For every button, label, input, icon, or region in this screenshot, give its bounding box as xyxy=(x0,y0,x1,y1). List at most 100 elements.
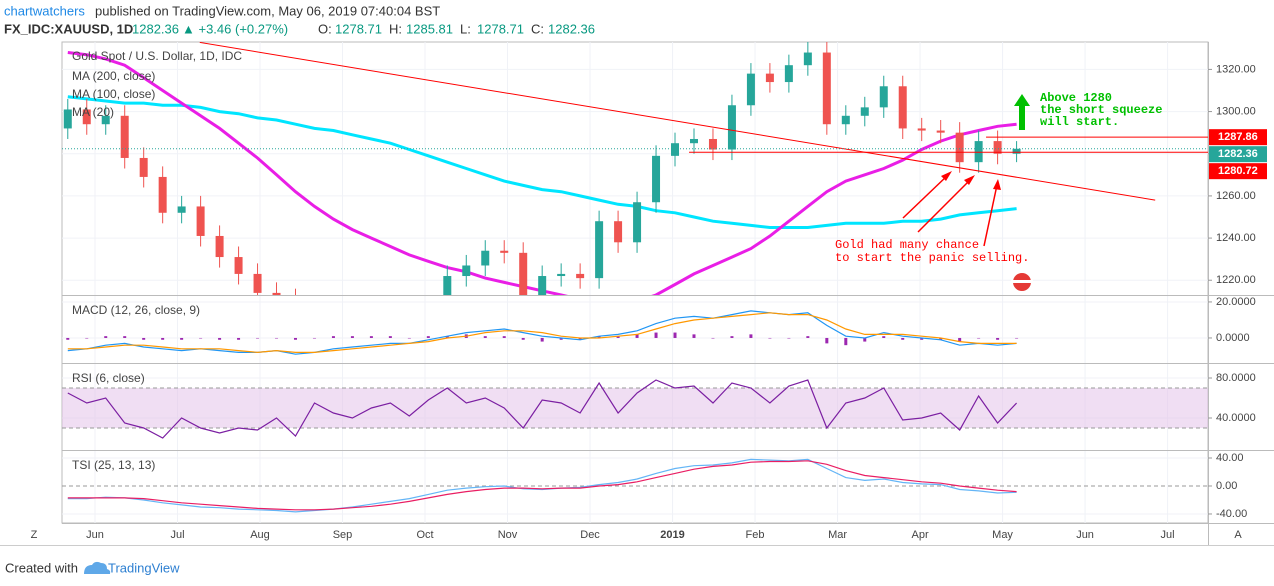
red-arrow-head xyxy=(993,179,1001,190)
price-tag xyxy=(1209,129,1267,146)
histogram-bar xyxy=(920,337,924,340)
symbol: FX_IDC:XAUUSD, 1D xyxy=(4,21,133,36)
histogram-bar xyxy=(882,336,886,338)
pane-3 xyxy=(67,458,1017,513)
candle-body xyxy=(443,276,452,295)
histogram-bar xyxy=(331,336,335,338)
red-arrow xyxy=(902,174,949,219)
histogram-bar xyxy=(521,337,525,340)
histogram-bar xyxy=(1015,337,1019,339)
corner-left[interactable]: Z xyxy=(31,529,38,541)
indicator-line xyxy=(67,312,1017,354)
red-arrow xyxy=(917,178,972,233)
candle-body xyxy=(936,130,945,133)
ohlc-value: 1282.36 xyxy=(548,21,595,36)
indicator-line xyxy=(67,379,1018,439)
histogram-bar xyxy=(635,334,639,338)
indicator-line xyxy=(67,460,1017,511)
x-tick-label: Jun xyxy=(86,529,104,541)
red-arrow-head xyxy=(964,175,975,185)
y-tick-label: 1220.00 xyxy=(1216,274,1256,286)
marks xyxy=(62,42,1208,513)
histogram-bar xyxy=(218,337,222,340)
candle-body xyxy=(708,138,717,150)
x-tick-label: Apr xyxy=(911,529,928,541)
price-tag-label: 1280.72 xyxy=(1218,165,1258,177)
candle-body xyxy=(784,65,793,83)
brand-icon xyxy=(84,561,111,574)
labels: Jun Jul Aug Sep Oct Nov Dec 2019 Feb Mar Apr May Jun… xyxy=(72,49,1267,541)
candle-body xyxy=(879,86,888,108)
candle-body xyxy=(253,273,262,293)
candle-body xyxy=(917,128,926,131)
x-tick-label: Nov xyxy=(498,529,518,541)
histogram-bar xyxy=(312,337,316,339)
red-arrow-head xyxy=(941,171,952,181)
candle-body xyxy=(82,109,91,125)
histogram-bar xyxy=(445,336,449,338)
histogram-bar xyxy=(369,336,373,338)
y-tick-label: 1260.00 xyxy=(1216,190,1256,202)
moving-average xyxy=(67,95,1017,229)
histogram-bar xyxy=(616,336,620,338)
histogram-bar xyxy=(692,334,696,338)
candle-body xyxy=(633,202,642,243)
histogram-bar xyxy=(237,337,241,340)
candle-body xyxy=(196,206,205,236)
histogram-bar xyxy=(66,337,70,340)
histogram-bar xyxy=(275,337,279,339)
candle-body xyxy=(727,105,736,150)
histogram-bar xyxy=(502,336,506,338)
candle-body xyxy=(803,52,812,66)
candle-body xyxy=(993,141,1002,154)
candle-body xyxy=(860,107,869,116)
annotation: to start the panic selling. xyxy=(835,251,1029,265)
candle-body xyxy=(272,292,281,295)
candle-body xyxy=(765,73,774,83)
candle-body xyxy=(595,221,604,279)
pane-0 xyxy=(62,42,1208,295)
histogram-bar xyxy=(977,337,981,339)
change: ▲ +3.46 (+0.27%) xyxy=(182,21,288,36)
histogram-bar xyxy=(711,337,715,339)
y-tick-label: 40.0000 xyxy=(1216,412,1256,424)
trendline xyxy=(199,42,1156,201)
annotation: the short squeeze xyxy=(1040,103,1162,117)
candle-body xyxy=(519,252,528,295)
price-tag xyxy=(1209,146,1267,163)
price-tag-label: 1282.36 xyxy=(1218,148,1258,160)
x-tick-label: Sep xyxy=(333,529,353,541)
candle-body xyxy=(1012,148,1021,154)
histogram-bar xyxy=(578,337,582,340)
x-tick-label: Aug xyxy=(250,529,270,541)
pane-title: MACD (12, 26, close, 9) xyxy=(72,303,200,317)
ohlc-value: 1278.71 xyxy=(335,21,382,36)
histogram-bar xyxy=(407,337,411,339)
footer-divider xyxy=(0,545,1274,546)
candle-body xyxy=(481,250,490,266)
histogram-bar xyxy=(483,336,487,338)
histogram-bar xyxy=(388,336,392,338)
histogram-bar xyxy=(559,337,563,340)
histogram-bar xyxy=(654,332,658,338)
x-tick-label: 2019 xyxy=(660,529,684,541)
candle-body xyxy=(234,257,243,274)
price-tag xyxy=(1209,163,1267,180)
ohlc-label: L: xyxy=(460,21,471,36)
candle-body xyxy=(671,143,680,156)
rsi-band xyxy=(62,388,1208,428)
histogram-bar xyxy=(730,336,734,338)
histogram-bar xyxy=(142,337,146,340)
candle-body xyxy=(120,115,129,158)
x-tick-label: May xyxy=(992,529,1013,541)
histogram-bar xyxy=(597,336,601,338)
histogram-bar xyxy=(161,337,165,340)
ohlc-value: 1278.71 xyxy=(477,21,524,36)
histogram-bar xyxy=(426,336,430,338)
corner-right[interactable]: A xyxy=(1234,529,1242,541)
histogram-bar xyxy=(85,337,89,339)
histogram-bar xyxy=(749,334,753,338)
candle-body xyxy=(955,132,964,163)
candle-body xyxy=(139,157,148,177)
histogram-bar xyxy=(123,336,127,338)
